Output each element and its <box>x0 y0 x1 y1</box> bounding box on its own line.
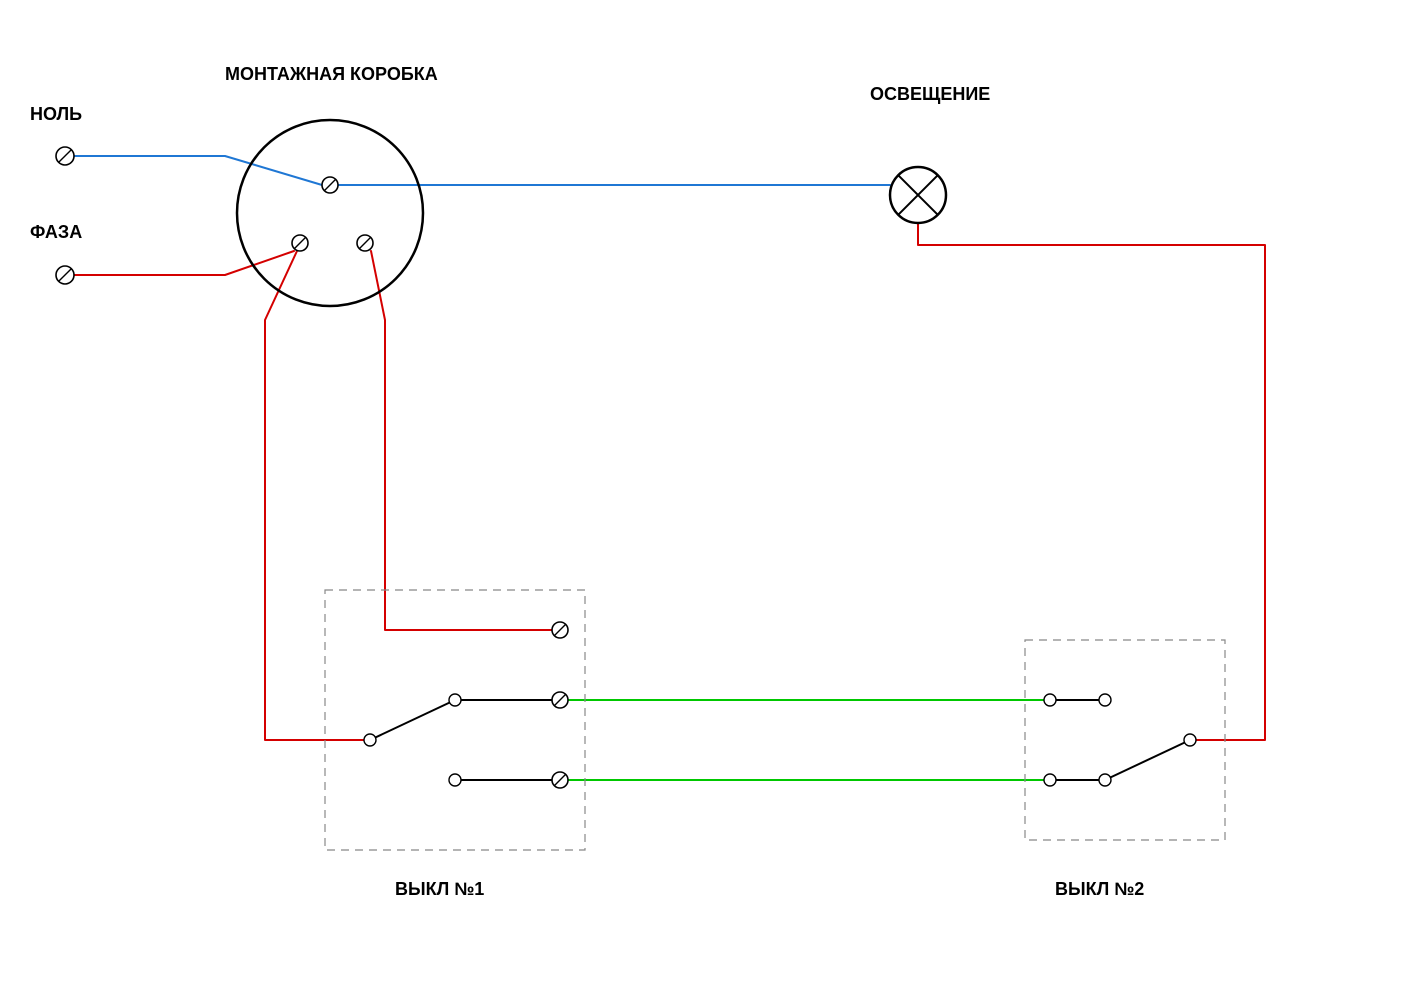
sw1-top-inner <box>449 694 461 706</box>
switch1-lever <box>370 700 455 740</box>
sw2-top-outer <box>1044 694 1056 706</box>
sw1-bot-inner <box>449 774 461 786</box>
sw1-label: ВЫКЛ №1 <box>395 879 484 899</box>
wire-phase_in <box>74 251 294 275</box>
wire-box_to_sw1_phase <box>371 251 552 630</box>
wire-sw2_to_lamp <box>918 223 1265 740</box>
junction_box-label: МОНТАЖНАЯ КОРОБКА <box>225 64 438 84</box>
sw2-bot-inner <box>1099 774 1111 786</box>
phase-label: ФАЗА <box>30 222 82 242</box>
sw2-common <box>1184 734 1196 746</box>
sw2-top-inner <box>1099 694 1111 706</box>
sw1-common <box>364 734 376 746</box>
switch2-lever <box>1105 740 1190 780</box>
lighting-label: ОСВЕЩЕНИЕ <box>870 84 990 104</box>
sw2-bot-outer <box>1044 774 1056 786</box>
neutral-label: НОЛЬ <box>30 104 82 124</box>
sw2-label: ВЫКЛ №2 <box>1055 879 1144 899</box>
wire-box_to_sw1_common <box>265 251 364 740</box>
wiring-diagram: МОНТАЖНАЯ КОРОБКА ОСВЕЩЕНИЕ НОЛЬ ФАЗА ВЫКЛ №… <box>0 0 1413 988</box>
junction-box <box>237 120 423 306</box>
wire-neutral_in <box>74 156 322 185</box>
